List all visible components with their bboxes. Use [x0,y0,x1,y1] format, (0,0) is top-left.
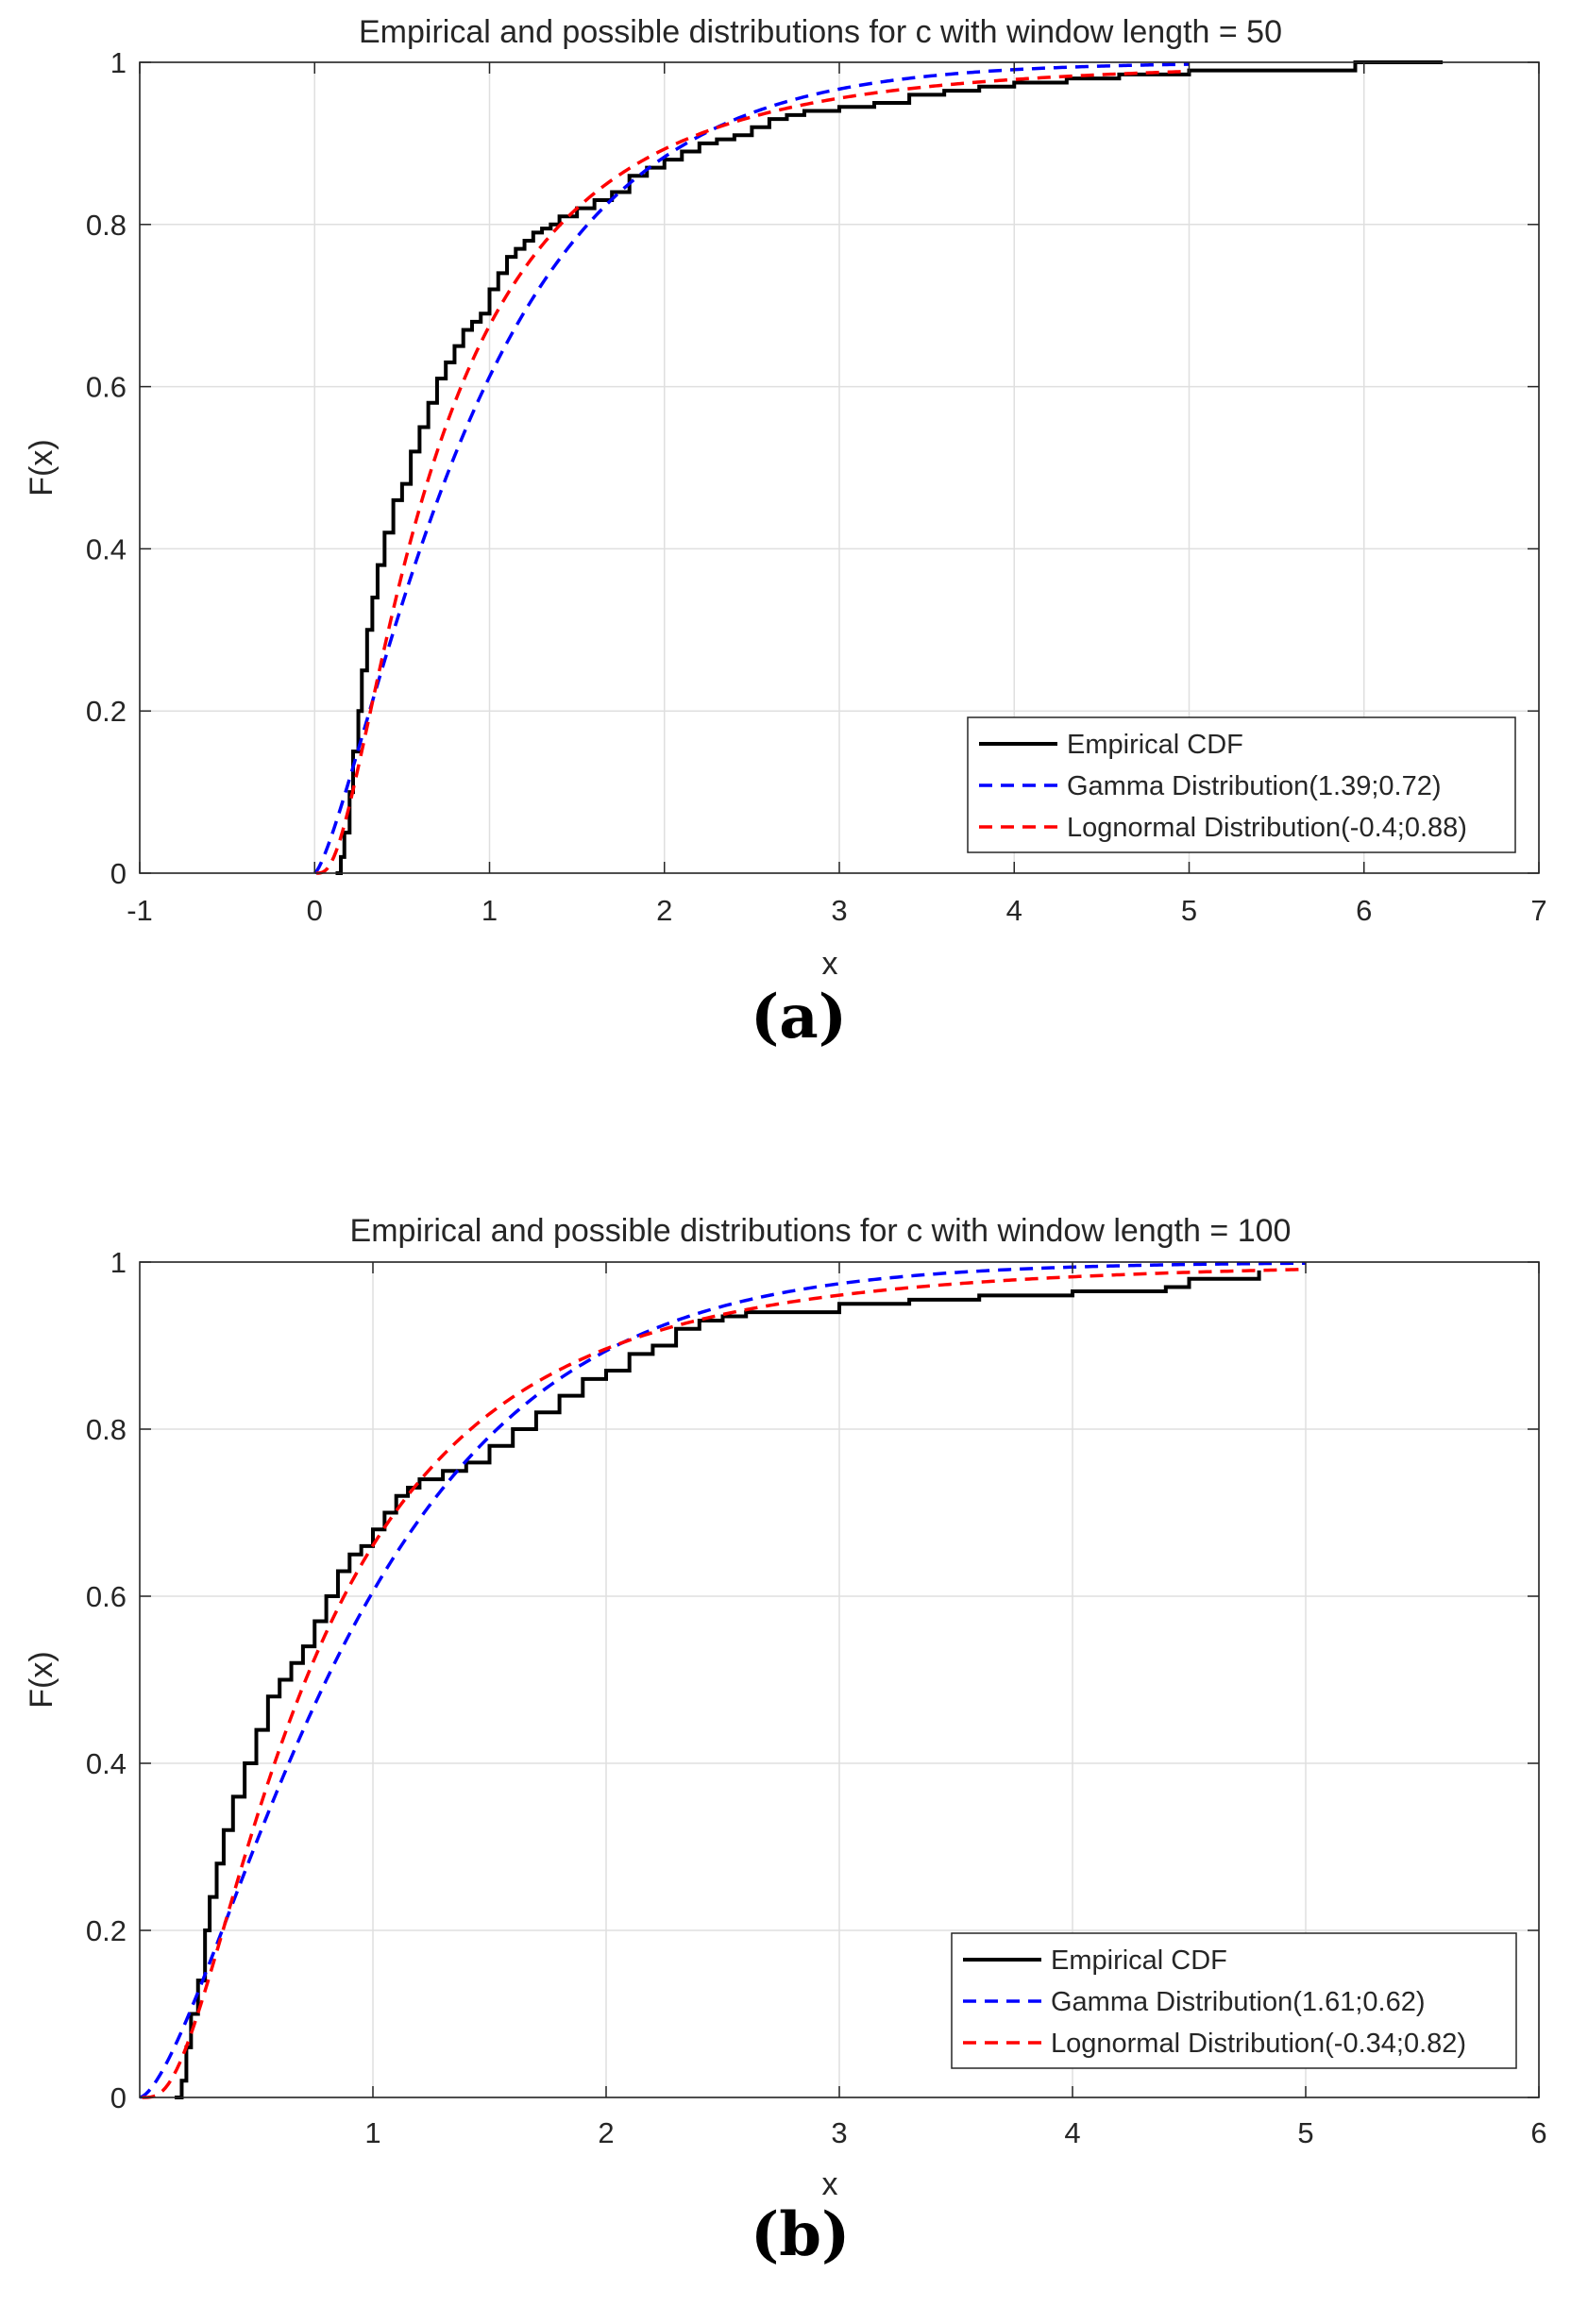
x-axis-label: x [822,946,838,982]
legend: Empirical CDF Gamma Distribution(1.61;0.6… [951,1932,1517,2069]
y-tick-label: 0.4 [86,532,127,565]
x-tick-label: 2 [598,2116,614,2149]
x-tick-label: 5 [1181,894,1197,927]
y-tick-label: 0 [110,2081,127,2114]
y-tick-label: 0.4 [86,1747,127,1780]
series-line-empirical-a [335,60,1444,875]
y-tick-label: 1 [110,46,127,79]
series-line-gamma-a [313,62,1190,875]
y-tick-label: 0.6 [86,371,127,404]
legend-entry: Gamma Distribution(1.61;0.62) [1051,1987,1426,2017]
x-tick-label: 4 [1006,894,1022,927]
legend: Empirical CDF Gamma Distribution(1.39;0.7… [967,716,1516,853]
x-tick-label: 1 [364,2116,380,2149]
panel-label-b: (b) [751,2199,851,2270]
legend-box [967,716,1516,853]
legend-entry: Empirical CDF [1067,730,1243,760]
x-tick-label: 7 [1530,894,1546,927]
x-tick-label: 1 [481,894,498,927]
x-tick-label: 6 [1356,894,1372,927]
y-tick-label: 1 [110,1246,127,1279]
y-tick-label: 0.2 [86,695,127,728]
x-tick-label: 5 [1297,2116,1313,2149]
x-tick-label: 3 [831,894,847,927]
legend-entry: Empirical CDF [1051,1945,1227,1976]
x-tick-label: 3 [831,2116,847,2149]
legend-entry: Lognormal Distribution(-0.34;0.82) [1051,2029,1466,2059]
y-tick-label: 0.8 [86,209,127,242]
x-tick-label: 6 [1530,2116,1546,2149]
y-tick-label: 0.6 [86,1580,127,1613]
y-tick-label: 0 [110,857,127,890]
chart-title: Empirical and possible distributions for… [350,1213,1292,1249]
series-line-lognormal-a [316,69,1190,875]
y-axis-label: F(x) [24,439,59,496]
x-tick-label: -1 [127,894,153,927]
series-line-gamma-b [140,1261,1307,2099]
series-line-empirical-b [175,1270,1261,2099]
x-tick-label: 0 [307,894,323,927]
y-tick-label: 0.8 [86,1413,127,1446]
panel-label-a: (a) [751,982,848,1053]
y-tick-label: 0.2 [86,1914,127,1947]
x-tick-label: 2 [656,894,672,927]
legend-entry: Lognormal Distribution(-0.4;0.88) [1067,813,1467,843]
legend-entry: Gamma Distribution(1.39;0.72) [1067,771,1442,801]
x-tick-label: 4 [1064,2116,1080,2149]
x-axis-label: x [822,2166,838,2202]
y-axis-label: F(x) [24,1651,59,1708]
series-line-lognormal-b [142,1267,1307,2099]
legend-box [951,1932,1517,2069]
chart-title: Empirical and possible distributions for… [359,14,1282,50]
chart-b: 1 2 3 4 5 6 0 0.2 0.4 0.6 0.8 1 Empirical and possib… [24,1213,1547,2202]
